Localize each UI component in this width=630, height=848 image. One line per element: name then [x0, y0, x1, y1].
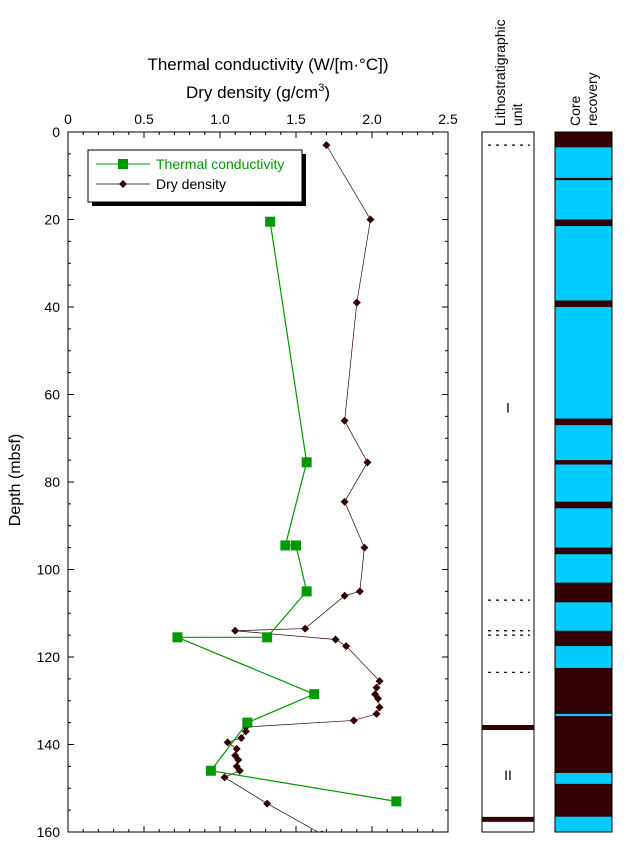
density-point: [237, 733, 246, 742]
core-label-line1: Core: [567, 95, 583, 126]
litho-unit-boundary: [482, 816, 534, 822]
density-point: [331, 635, 340, 644]
density-point: [322, 141, 331, 150]
thermal-point: [280, 540, 291, 551]
litho-label-line2: unit: [509, 103, 525, 126]
thermal-point: [265, 216, 276, 227]
legend-label-thermal: Thermal conductivity: [156, 156, 284, 172]
density-point: [235, 766, 244, 775]
thermal-point: [172, 632, 183, 643]
y-axis: 0 20 40 60 80 100 120 140 160: [37, 124, 448, 840]
density-point: [375, 703, 384, 712]
y-tick-label: 20: [44, 212, 60, 228]
thermal-point: [205, 765, 216, 776]
core-recovered-interval: [555, 713, 612, 717]
density-point: [375, 677, 384, 686]
density-point: [340, 497, 349, 506]
core-recovered-interval: [555, 602, 612, 631]
y-tick-label: 120: [37, 649, 61, 665]
series-0: [172, 216, 402, 807]
core-recovered-interval: [555, 226, 612, 301]
density-point: [349, 716, 358, 725]
y-tick-label: 40: [44, 299, 60, 315]
chart-title-line2: Dry density (g/cm3): [186, 82, 330, 102]
density-point: [360, 543, 369, 552]
x-tick-label: 0.5: [134, 111, 154, 127]
chart-title-line1: Thermal conductivity (W/[m·°C]): [147, 55, 388, 74]
y-tick-label: 160: [37, 824, 61, 840]
litho-unit-label: II: [504, 767, 512, 783]
series-layer: [172, 141, 402, 843]
x-tick-label: 2.0: [362, 111, 382, 127]
core-recovered-interval: [555, 816, 612, 832]
density-point: [340, 416, 349, 425]
litho-unit-label: I: [506, 400, 510, 416]
thermal-point: [301, 457, 312, 468]
legend-label-density: Dry density: [156, 176, 226, 192]
core-recovered-interval: [555, 180, 612, 220]
density-point: [223, 738, 232, 747]
core-recovered-interval: [555, 772, 612, 784]
y-tick-label: 80: [44, 474, 60, 490]
series-1: [220, 141, 384, 843]
x-tick-label: 1.5: [286, 111, 306, 127]
density-point: [232, 744, 241, 753]
core-recovered-interval: [555, 646, 612, 668]
density-point: [372, 709, 381, 718]
density-point: [372, 683, 381, 692]
thermal-point: [291, 540, 301, 551]
y-tick-label: 140: [37, 737, 61, 753]
litho-label-line1: Lithostratigraphic: [492, 19, 508, 126]
series-line: [177, 221, 397, 802]
core-recovered-interval: [555, 508, 612, 548]
density-point: [340, 591, 349, 600]
thermal-point: [242, 717, 253, 728]
x-tick-label: 1.0: [210, 111, 230, 127]
density-point: [231, 626, 240, 635]
x-tick-label: 2.5: [438, 111, 458, 127]
core-recovered-interval: [555, 554, 612, 583]
litho-column: [481, 131, 535, 833]
core-recovered-interval: [555, 425, 612, 461]
core-recovered-interval: [555, 147, 612, 178]
core-layer: [554, 131, 613, 833]
core-recovered-interval: [555, 464, 612, 502]
density-point: [241, 727, 250, 736]
core-column-border: [554, 131, 613, 833]
core-recovered-interval: [555, 307, 612, 419]
x-tick-label: 0: [64, 111, 72, 127]
density-point: [363, 458, 372, 467]
density-point: [342, 642, 351, 651]
core-label-line2: recovery: [584, 72, 600, 126]
density-point: [352, 298, 361, 307]
x-axis: 0 0.5 1.0 1.5 2.0 2.5: [64, 111, 458, 832]
density-point: [366, 215, 375, 224]
y-axis-label: Depth (mbsf): [7, 434, 24, 526]
thermal-point: [301, 586, 312, 597]
litho-layer: III: [482, 144, 534, 822]
litho-unit-boundary: [482, 725, 534, 730]
density-point: [220, 773, 229, 782]
legend-box: [87, 149, 303, 203]
legend: Thermal conductivity Dry density: [87, 149, 306, 206]
thermal-point: [391, 796, 402, 807]
thermal-point: [309, 689, 320, 700]
series-line: [223, 144, 381, 832]
y-tick-label: 0: [52, 124, 60, 140]
thermal-point: [262, 632, 273, 643]
density-point: [374, 694, 383, 703]
density-point: [322, 835, 330, 843]
legend-marker-thermal: [118, 159, 128, 169]
density-point: [355, 587, 364, 596]
plot-frame: [67, 131, 449, 833]
y-tick-label: 100: [37, 562, 61, 578]
legend-marker-density: [119, 180, 127, 188]
density-point: [320, 830, 324, 832]
density-point: [234, 755, 243, 764]
density-point: [301, 624, 310, 633]
y-tick-label: 60: [44, 387, 60, 403]
density-point: [263, 799, 272, 808]
